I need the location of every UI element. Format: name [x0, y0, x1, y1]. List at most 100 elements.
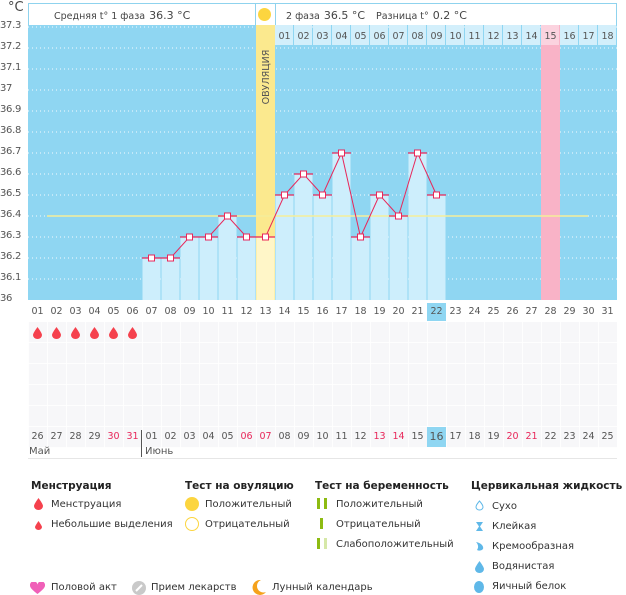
month-label-may: Май [29, 446, 51, 457]
temperature-bar [218, 216, 237, 300]
month-separator [141, 430, 142, 457]
calendar-date: 12 [354, 431, 367, 442]
legend-pregnancy-positive: Положительный [336, 499, 423, 510]
x-tick-label: 04 [88, 306, 101, 317]
legend-pregnancy-weak: Слабоположительный [336, 539, 454, 550]
bbt-chart-plot[interactable]: 01 02 03 04 05 06 07 08 09 10 11 12 13 14 15 16 17 18 ОВУЛ… [28, 25, 617, 300]
x-tick-label: 25 [487, 306, 500, 317]
x-tick-label: 20 [392, 306, 405, 317]
temperature-bar [275, 195, 294, 300]
ovulation-positive-icon [185, 497, 199, 511]
ovulation-label: ОВУЛЯЦИЯ [261, 50, 272, 105]
phase2-day-label: 16 [563, 31, 575, 42]
phase2-day-label: 06 [373, 31, 385, 42]
calendar-date: 05 [221, 431, 234, 442]
phase2-day-cell [294, 25, 312, 45]
diff-value: 0.2 °C [432, 9, 467, 22]
temperature-point [357, 233, 364, 241]
phase2-day-label: 03 [316, 31, 328, 42]
x-tick-label: 28 [544, 306, 557, 317]
cervical-creamy-icon [476, 542, 484, 551]
phase2-day-label: 08 [411, 31, 423, 42]
cervical-watery-icon [475, 561, 484, 573]
phase2-day-cell [465, 25, 483, 45]
calendar-date: 15 [411, 431, 424, 442]
x-tick-label: 10 [202, 306, 215, 317]
calendar-date: 06 [240, 431, 253, 442]
pregnancy-positive-icon-2 [324, 498, 327, 509]
phase2-day-label: 12 [487, 31, 499, 42]
calendar-date: 27 [50, 431, 63, 442]
x-tick-label: 14 [278, 306, 291, 317]
phase2-day-label: 04 [335, 31, 347, 42]
y-tick-label: 36 [0, 293, 13, 304]
phase2-day-cell [522, 25, 540, 45]
phase2-day-cell [332, 25, 350, 45]
y-tick-label: 36.7 [0, 146, 22, 157]
legend-menstruation-title: Менструация [31, 480, 112, 492]
calendar-date: 17 [449, 431, 462, 442]
x-tick-label: 07 [145, 306, 158, 317]
legend-cervical-eggwhite: Яичный белок [492, 581, 567, 592]
y-tick-label: 36.2 [0, 251, 22, 262]
menstruation-drop-icon [34, 498, 43, 510]
diff-label: Разница t° [376, 11, 429, 22]
pregnancy-negative-icon [320, 518, 323, 529]
calendar-date: 19 [487, 431, 500, 442]
temperature-bar [237, 237, 256, 300]
legend-ovulation-negative: Отрицательный [205, 519, 290, 530]
calendar-date: 07 [259, 431, 272, 442]
x-tick-label: 30 [582, 306, 595, 317]
intercourse-heart-icon [30, 582, 45, 594]
phase2-day-cell [598, 25, 616, 45]
phase2-day-label: 10 [449, 31, 461, 42]
temperature-bar [180, 237, 199, 300]
calendar-date: 18 [468, 431, 481, 442]
spotting-drop-icon [35, 521, 42, 530]
temperature-bar [408, 153, 427, 300]
calendar-date: 11 [335, 431, 348, 442]
y-axis-unit: °C [8, 0, 24, 15]
temperature-bar [142, 258, 161, 300]
calendar-date: 31 [126, 431, 139, 442]
phase2-label: 2 фаза [286, 11, 320, 22]
y-tick-label: 36.4 [0, 209, 22, 220]
cervical-sticky-icon [476, 522, 483, 531]
phase2-day-cell [275, 25, 293, 45]
menstruation-row[interactable] [28, 322, 617, 343]
phase2-day-cell [370, 25, 388, 45]
menstruation-drop-icon [52, 327, 61, 339]
x-tick-label: 19 [373, 306, 386, 317]
calendar-date: 26 [31, 431, 44, 442]
menstruation-drop-icon [90, 327, 99, 339]
divider [28, 458, 617, 459]
phase2-day-label: 01 [278, 31, 290, 42]
temperature-bar [389, 216, 408, 300]
phase1-label: Средняя t° 1 фаза [54, 11, 146, 22]
x-tick-label: 26 [506, 306, 519, 317]
calendar-date: 21 [525, 431, 538, 442]
calendar-date: 28 [69, 431, 82, 442]
phase2-day-cell [408, 25, 426, 45]
phase2-day-label: 07 [392, 31, 404, 42]
legend-ovulation-positive: Положительный [205, 499, 292, 510]
calendar-date: 01 [145, 431, 158, 442]
calendar-dates-row: 26 27 28 29 30 31 01 02 03 04 05 06 07 08 09 10 11 12 13 14… [28, 427, 617, 448]
x-tick-label: 13 [259, 306, 272, 317]
temperature-bar [161, 258, 180, 300]
legend-ovulation-test-title: Тест на овуляцию [185, 480, 294, 492]
legend-spotting: Небольшие выделения [51, 519, 173, 530]
calendar-date: 10 [316, 431, 329, 442]
symptom-rows[interactable] [28, 343, 617, 427]
phase2-day-label: 17 [582, 31, 594, 42]
x-tick-label: 08 [164, 306, 177, 317]
cervical-dry-icon [475, 500, 484, 511]
phase2-day-cell [351, 25, 369, 45]
x-tick-label: 15 [297, 306, 310, 317]
x-tick-label: 09 [183, 306, 196, 317]
legend-pregnancy-negative: Отрицательный [336, 519, 421, 530]
temperature-difference: Разница t° 0.2 °C [376, 9, 467, 22]
x-tick-label: 06 [126, 306, 139, 317]
medication-pill-icon [132, 581, 146, 595]
x-tick-label: 02 [50, 306, 63, 317]
